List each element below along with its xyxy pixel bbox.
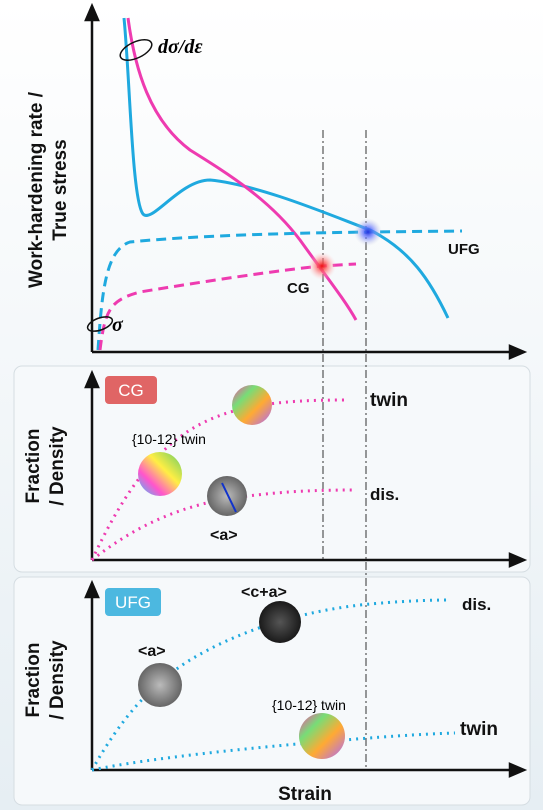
micrograph — [259, 601, 301, 643]
curve-label: UFG — [448, 241, 480, 258]
micrograph — [138, 663, 182, 707]
dis-curve — [90, 598, 451, 771]
ufg-stress-curve — [96, 229, 463, 351]
x-label: Strain — [278, 784, 332, 805]
panel-box — [13, 576, 531, 806]
label: twin — [370, 390, 408, 411]
stress-label: σ — [112, 314, 124, 336]
y-label-line: Work-hardening rate / — [26, 91, 47, 288]
label: <c+a> — [241, 584, 287, 601]
label: dis. — [370, 485, 399, 504]
dislocation — [221, 482, 237, 513]
badge-text: CG — [118, 381, 144, 400]
cg-point — [308, 252, 336, 280]
label: {10-12} twin — [272, 697, 346, 713]
y-label: Fraction / Density — [23, 640, 68, 720]
cg-stress-curve — [98, 262, 357, 351]
label: dis. — [462, 595, 491, 614]
twin-curve — [90, 398, 346, 561]
badge — [105, 376, 157, 404]
rate-marker — [119, 39, 153, 61]
panel-box — [13, 365, 531, 573]
micrograph — [232, 385, 272, 425]
badge — [105, 588, 161, 616]
label: <a> — [138, 643, 166, 660]
label: {10-12} twin — [132, 431, 206, 447]
label: <a> — [210, 527, 238, 544]
y-label-line: / Density — [47, 640, 68, 720]
y-label-line: Fraction — [23, 429, 44, 504]
axes — [84, 2, 528, 778]
micrograph — [299, 713, 345, 759]
micrograph — [138, 452, 182, 496]
y-label: Work-hardening rate / True stress — [26, 91, 71, 288]
rate-label: dσ/dε — [158, 36, 203, 58]
micrograph — [207, 476, 247, 516]
y-label: Fraction / Density — [23, 426, 68, 506]
curve-label: CG — [287, 280, 310, 297]
y-label-line: Fraction — [23, 643, 44, 718]
strain-marker — [322, 130, 367, 770]
label: twin — [460, 719, 498, 740]
ufg-point — [354, 218, 382, 246]
ufg-rate-curve — [122, 17, 450, 319]
badge-text: UFG — [115, 593, 151, 612]
y-label-line: True stress — [50, 139, 71, 240]
stress-marker — [86, 316, 114, 332]
y-label-line: / Density — [47, 426, 68, 506]
